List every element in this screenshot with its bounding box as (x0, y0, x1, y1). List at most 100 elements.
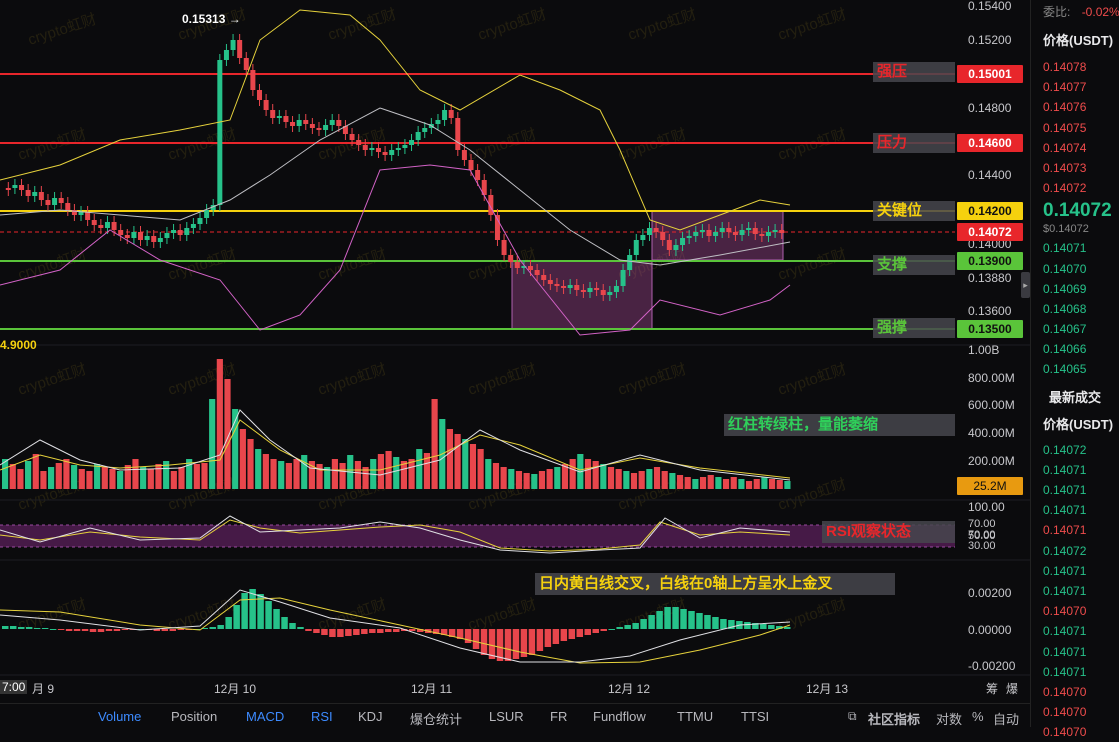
strong-resistance-label: 强压 (873, 62, 955, 82)
trading-chart[interactable]: crypto虹财 crypto虹财 crypto虹财 crypto虹财 crypto虹财… (0, 0, 1030, 727)
trade-row[interactable]: 0.14071 (1043, 563, 1087, 578)
log-scale-toggle[interactable]: 对数 (936, 712, 963, 727)
trade-row[interactable]: 0.14071 (1043, 462, 1087, 477)
volume-bar (331, 459, 338, 489)
auto-scale-toggle[interactable]: 自动 (993, 712, 1020, 727)
volume-bar (554, 467, 561, 489)
community-indicators-button[interactable]: 社区指标 (868, 712, 921, 727)
rsi-band (0, 525, 955, 547)
bid-row[interactable]: 0.14069 (1043, 281, 1087, 296)
ask-row[interactable]: 0.14078 (1043, 60, 1087, 74)
watermark-text: crypto虹财 (776, 361, 849, 399)
percent-toggle[interactable]: % (972, 709, 984, 724)
volume-axis-tick: 1.00B (968, 343, 1000, 357)
macd-bar (321, 629, 328, 635)
candle-body (488, 195, 494, 215)
tab-kdj[interactable]: KDJ (358, 709, 383, 724)
volume-bar (692, 479, 699, 489)
trade-row[interactable]: 0.14071 (1043, 644, 1087, 659)
macd-bar (472, 629, 480, 649)
trade-row[interactable]: 0.14071 (1043, 503, 1087, 518)
trade-row[interactable]: 0.14070 (1043, 684, 1087, 699)
trade-row[interactable]: 0.14072 (1043, 442, 1087, 457)
volume-bar (393, 457, 400, 489)
candle-body (243, 58, 249, 70)
macd-bar (408, 629, 416, 631)
volume-bar (216, 359, 223, 489)
bid-row[interactable]: 0.14065 (1043, 362, 1087, 377)
macd-bar (9, 626, 17, 629)
ask-row[interactable]: 0.14077 (1043, 80, 1087, 95)
macd-bar (480, 629, 488, 655)
ask-row[interactable]: 0.14076 (1043, 100, 1087, 115)
macd-bar (337, 629, 344, 637)
candle-body (554, 284, 560, 286)
volume-bar (101, 467, 108, 489)
volume-bar (362, 467, 369, 489)
ask-row[interactable]: 0.14074 (1043, 140, 1087, 155)
candle-body (752, 228, 758, 234)
trade-row[interactable]: 0.14070 (1043, 604, 1087, 619)
tab-fr[interactable]: FR (550, 709, 568, 724)
trade-row[interactable]: 0.14072 (1043, 543, 1087, 558)
candle-body (620, 270, 626, 286)
tab-fundflow[interactable]: Fundflow (593, 709, 646, 724)
ask-row[interactable]: 0.14075 (1043, 120, 1087, 135)
trade-row[interactable]: 0.14070 (1043, 725, 1087, 740)
tab-lsur[interactable]: LSUR (489, 709, 524, 724)
volume-bar (255, 449, 262, 489)
macd-bar (608, 629, 615, 630)
tab-ttsi[interactable]: TTSI (741, 709, 770, 724)
volume-bar (25, 461, 32, 489)
volume-bar (707, 475, 714, 489)
ask-list: 0.14078 0.14077 0.14076 0.14075 0.14074 0.140… (1031, 57, 1119, 198)
bid-row[interactable]: 0.14067 (1043, 322, 1087, 337)
trade-row[interactable]: 0.14071 (1043, 624, 1087, 639)
trade-row[interactable]: 0.14070 (1043, 705, 1087, 720)
candle-body (237, 40, 243, 58)
ask-row[interactable]: 0.14072 (1043, 181, 1087, 196)
trade-row[interactable]: 0.14071 (1043, 483, 1087, 497)
volume-bar (186, 459, 193, 489)
macd-bar (265, 601, 272, 629)
candle-body (402, 145, 408, 148)
bid-row[interactable]: 0.14071 (1043, 241, 1087, 256)
tab-volume[interactable]: Volume (98, 709, 142, 724)
external-link-icon[interactable]: ⧉ (848, 709, 857, 723)
trade-row[interactable]: 0.14071 (1043, 523, 1087, 538)
resistance-price-tag: 0.14600 (957, 134, 1023, 152)
tab-macd[interactable]: MACD (246, 709, 285, 724)
candle-body (567, 285, 573, 288)
tab-position[interactable]: Position (171, 709, 218, 724)
tab-liquidation[interactable]: 爆仓统计 (410, 712, 463, 727)
trade-row[interactable]: 0.14071 (1043, 664, 1087, 679)
candle-body (719, 228, 725, 232)
volume-bar (607, 467, 615, 489)
candle-body (375, 148, 381, 152)
watermark-text: crypto虹财 (616, 126, 689, 164)
panel-collapse-handle[interactable]: ▸ (1021, 272, 1030, 298)
candle-body (706, 230, 712, 236)
watermark-text: crypto虹财 (466, 361, 539, 399)
liquidation-toggle[interactable]: 爆 (1006, 682, 1019, 696)
macd-bar (456, 629, 464, 639)
candle-body (91, 220, 97, 225)
tab-rsi[interactable]: RSI (311, 709, 333, 724)
volume-bar (761, 477, 768, 489)
ask-row[interactable]: 0.14073 (1043, 160, 1087, 175)
chip-toggle[interactable]: 筹 (986, 682, 999, 696)
date-label: 12月 13 (806, 682, 849, 696)
volume-bar (646, 469, 653, 489)
volume-bar (500, 467, 507, 489)
macd-note: 日内黄白线交叉，白线在0轴上方呈水上金叉 (535, 573, 895, 595)
candlesticks (5, 34, 785, 301)
date-label: 12月 12 (608, 682, 651, 696)
volume-bar (653, 467, 661, 489)
bid-row[interactable]: 0.14068 (1043, 301, 1087, 316)
tab-ttmu[interactable]: TTMU (677, 709, 714, 724)
trade-row[interactable]: 0.14071 (1043, 583, 1087, 598)
candle-body (607, 292, 613, 295)
bid-row[interactable]: 0.14066 (1043, 342, 1087, 357)
bid-row[interactable]: 0.14070 (1043, 261, 1087, 276)
volume-bar (454, 434, 461, 489)
